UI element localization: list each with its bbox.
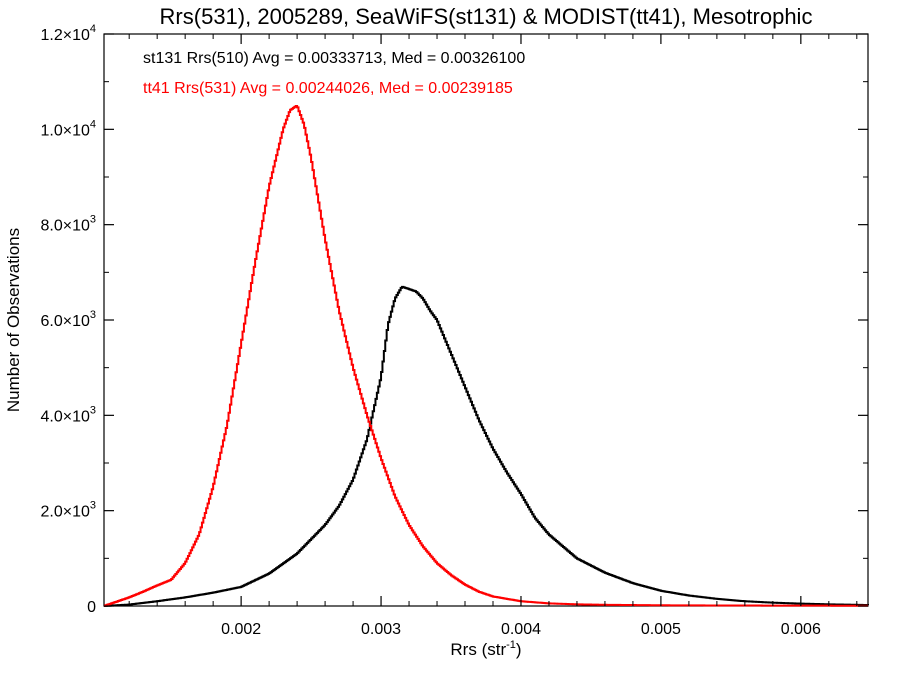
y-tick-label: 6.0×103 [40,309,96,330]
y-tick-label: 2.0×103 [40,500,96,521]
series-layer [104,104,869,607]
y-axis: 0 2.0×103 4.0×103 6.0×103 8.0×103 1.0×104 1.2×… [40,23,868,616]
series-step-line-1 [104,104,868,607]
y-tick-label: 1.2×104 [40,23,96,44]
legend-entry-1: tt41 Rrs(531) Avg = 0.00244026, Med = 0.… [143,80,513,97]
y-tick-label: 4.0×103 [40,404,96,425]
x-tick-label: 0.005 [641,621,681,638]
y-tick-label: 0 [87,599,96,616]
x-axis-label: Rrs (str-1) [450,639,521,659]
x-tick-label: 0.002 [221,621,261,638]
y-tick-label: 1.0×104 [40,118,96,139]
chart-title: Rrs(531), 2005289, SeaWiFS(st131) & MODI… [160,4,813,29]
y-axis-label: Number of Observations [4,228,23,412]
series-step-line-0 [104,285,869,607]
legend-entry-0: st131 Rrs(510) Avg = 0.00333713, Med = 0… [143,50,525,67]
y-tick-label: 8.0×103 [40,214,96,235]
legend: st131 Rrs(510) Avg = 0.00333713, Med = 0… [143,50,525,97]
x-tick-label: 0.006 [781,621,821,638]
x-tick-label: 0.003 [361,621,401,638]
plot-frame [103,33,869,607]
x-axis: 0.002 0.003 0.004 0.005 0.006 [128,34,858,638]
x-tick-label: 0.004 [501,621,541,638]
